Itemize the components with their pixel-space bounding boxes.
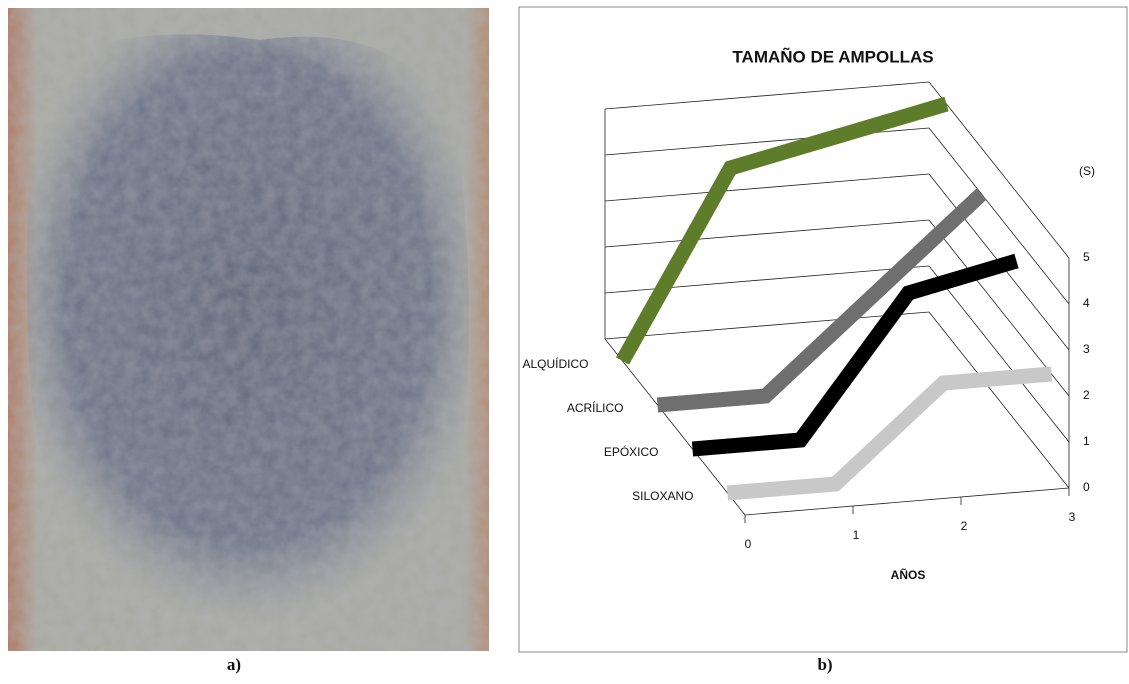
series-label: SILOXANO bbox=[632, 489, 693, 503]
x-tick-label: 0 bbox=[745, 537, 752, 551]
x-axis-label: AÑOS bbox=[891, 567, 926, 582]
series-label: ACRÍLICO bbox=[567, 400, 624, 415]
y-tick-label: 0 bbox=[1083, 480, 1090, 494]
y-tick-label: 2 bbox=[1083, 388, 1090, 402]
x-tick-label: 2 bbox=[961, 519, 968, 533]
panel-label: b) bbox=[817, 655, 832, 674]
chart-frame bbox=[519, 7, 1127, 652]
series-label: ALQUÍDICO bbox=[522, 356, 588, 371]
y-tick-label: 5 bbox=[1083, 250, 1090, 264]
photo bbox=[8, 8, 489, 651]
y-tick-label: 3 bbox=[1083, 342, 1090, 356]
series-label: EPÓXICO bbox=[604, 444, 659, 459]
x-tick-label: 3 bbox=[1069, 510, 1076, 524]
figure: a) b) TAMAÑO DE AMPOLLAS (S) AÑOS 0 1 2 3 4 5… bbox=[0, 0, 1129, 679]
panel-label: a) bbox=[227, 655, 241, 674]
y-tick-label: 1 bbox=[1083, 434, 1090, 448]
chart-title: TAMAÑO DE AMPOLLAS bbox=[732, 46, 933, 66]
x-tick-label: 1 bbox=[853, 528, 860, 542]
y-tick-label: 4 bbox=[1083, 296, 1090, 310]
y-axis-label: (S) bbox=[1079, 164, 1095, 178]
